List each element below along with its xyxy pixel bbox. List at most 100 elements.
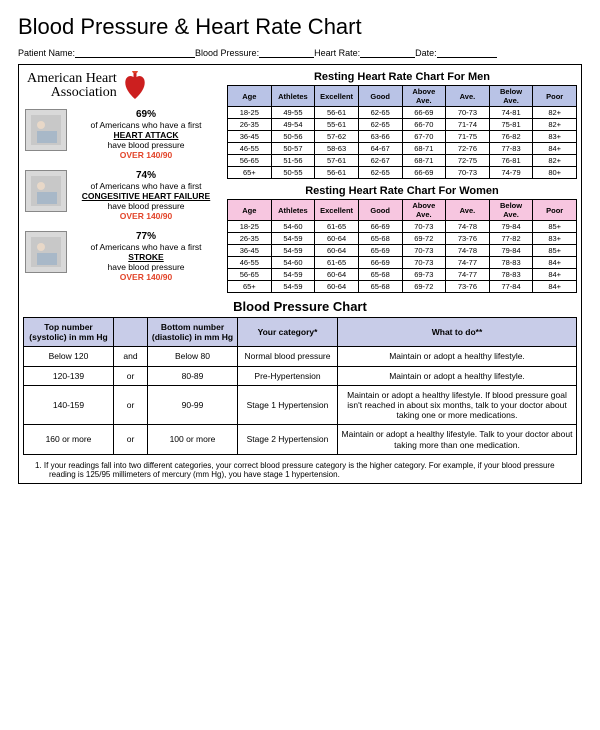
hr-cell: 65-68 <box>358 281 402 293</box>
hr-cell: 60-64 <box>315 269 359 281</box>
bp-col-header: What to do** <box>338 318 577 347</box>
hr-cell: 66-69 <box>358 221 402 233</box>
hr-col-header: Ave. <box>446 200 490 221</box>
hr-col-header: AboveAve. <box>402 86 446 107</box>
bp-cell: 100 or more <box>148 425 238 454</box>
hr-cell: 80+ <box>533 167 577 179</box>
bp-cell: and <box>114 347 148 366</box>
hr-row: 36-4550-5657-6263-6667-7071-7576-8283+ <box>228 131 577 143</box>
hr-cell: 54-60 <box>271 221 315 233</box>
hr-cell: 56-65 <box>228 269 272 281</box>
bp-cell: Maintain or adopt a healthy lifestyle. T… <box>338 425 577 454</box>
hr-cell: 66-69 <box>358 257 402 269</box>
hr-cell: 63-66 <box>358 131 402 143</box>
bp-cell: 90-99 <box>148 385 238 425</box>
hr-cell: 26-35 <box>228 119 272 131</box>
hr-row: 36-4554-5960-6465-6970-7374-7879-8485+ <box>228 245 577 257</box>
bp-cell: Maintain or adopt a healthy lifestyle. <box>338 347 577 366</box>
hr-cell: 71-74 <box>446 119 490 131</box>
hr-cell: 50-57 <box>271 143 315 155</box>
bp-col-header <box>114 318 148 347</box>
hr-cell: 65+ <box>228 281 272 293</box>
heart-torch-icon <box>123 71 147 101</box>
stat-pct: 69% <box>73 109 219 120</box>
hr-row: 18-2549-5556-6162-6566-6970-7374-8182+ <box>228 107 577 119</box>
hr-cell: 78-83 <box>489 269 533 281</box>
hr-cell: 56-61 <box>315 167 359 179</box>
stat-over: OVER 140/90 <box>73 211 219 221</box>
hr-cell: 74-79 <box>489 167 533 179</box>
hr-cell: 70-73 <box>446 107 490 119</box>
hr-cell: 84+ <box>533 281 577 293</box>
hr-cell: 62-65 <box>358 119 402 131</box>
hr-cell: 66-69 <box>402 107 446 119</box>
hr-cell: 74-78 <box>446 221 490 233</box>
hr-cell: 74-81 <box>489 107 533 119</box>
bp-cell: Below 80 <box>148 347 238 366</box>
hr-men-table: AgeAthletesExcellentGoodAboveAve.Ave.Bel… <box>227 85 577 179</box>
hr-cell: 66-69 <box>402 167 446 179</box>
hr-cell: 58-63 <box>315 143 359 155</box>
hr-row: 26-3554-5960-6465-6869-7273-7677-8283+ <box>228 233 577 245</box>
hr-cell: 84+ <box>533 143 577 155</box>
bp-row: Below 120andBelow 80Normal blood pressur… <box>24 347 577 366</box>
hr-cell: 49-54 <box>271 119 315 131</box>
stat-cond: CONGESITIVE HEART FAILURE <box>73 191 219 201</box>
hr-row: 65+50-5556-6162-6566-6970-7374-7980+ <box>228 167 577 179</box>
hr-cell: 76-81 <box>489 155 533 167</box>
hr-cell: 82+ <box>533 155 577 167</box>
hr-cell: 60-64 <box>315 245 359 257</box>
hr-row: 56-6554-5960-6465-6869-7374-7778-8384+ <box>228 269 577 281</box>
hr-col-header: Age <box>228 200 272 221</box>
hr-cell: 84+ <box>533 269 577 281</box>
hr-col-header: BelowAve. <box>489 200 533 221</box>
hr-cell: 56-65 <box>228 155 272 167</box>
hr-cell: 62-65 <box>358 107 402 119</box>
stat-photo-placeholder <box>25 231 67 273</box>
hr-cell: 54-59 <box>271 233 315 245</box>
hr-cell: 61-65 <box>315 221 359 233</box>
hr-cell: 57-61 <box>315 155 359 167</box>
hr-men-title: Resting Heart Rate Chart For Men <box>227 71 577 83</box>
stat-l2: have blood pressure <box>73 140 219 150</box>
stat-l1: of Americans who have a first <box>73 181 219 191</box>
label-patient: Patient Name: <box>18 48 75 58</box>
hr-cell: 79-84 <box>489 221 533 233</box>
hr-cell: 77-83 <box>489 143 533 155</box>
stat-over: OVER 140/90 <box>73 150 219 160</box>
hr-cell: 75-81 <box>489 119 533 131</box>
hr-cell: 65-68 <box>358 269 402 281</box>
hr-cell: 69-73 <box>402 269 446 281</box>
hr-women-table: AgeAthletesExcellentGoodAboveAve.Ave.Bel… <box>227 199 577 293</box>
hr-cell: 74-77 <box>446 257 490 269</box>
hr-cell: 76-82 <box>489 131 533 143</box>
bp-table: Top number (systolic) in mm HgBottom num… <box>23 317 577 455</box>
hr-cell: 70-73 <box>402 257 446 269</box>
hr-women-title: Resting Heart Rate Chart For Women <box>227 185 577 197</box>
hr-cell: 65-69 <box>358 245 402 257</box>
stat-l2: have blood pressure <box>73 262 219 272</box>
hr-cell: 26-35 <box>228 233 272 245</box>
bp-cell: Stage 1 Hypertension <box>238 385 338 425</box>
bp-cell: Maintain or adopt a healthy lifestyle. <box>338 366 577 385</box>
hr-cell: 56-61 <box>315 107 359 119</box>
hr-row: 18-2554-6061-6566-6970-7374-7879-8485+ <box>228 221 577 233</box>
hr-row: 26-3549-5455-6162-6566-7071-7475-8182+ <box>228 119 577 131</box>
bp-title: Blood Pressure Chart <box>23 299 577 314</box>
hr-cell: 61-65 <box>315 257 359 269</box>
hr-cell: 79-84 <box>489 245 533 257</box>
hr-cell: 54-59 <box>271 281 315 293</box>
hr-cell: 72-75 <box>446 155 490 167</box>
hr-col-header: Poor <box>533 200 577 221</box>
hr-cell: 54-59 <box>271 269 315 281</box>
hr-row: 46-5550-5758-6364-6768-7172-7677-8384+ <box>228 143 577 155</box>
bp-cell: Stage 2 Hypertension <box>238 425 338 454</box>
hr-cell: 70-73 <box>446 167 490 179</box>
hr-col-header: Poor <box>533 86 577 107</box>
bp-cell: or <box>114 385 148 425</box>
bp-cell: Normal blood pressure <box>238 347 338 366</box>
form-fields: Patient Name: Blood Pressure: Heart Rate… <box>18 48 582 58</box>
hr-cell: 69-72 <box>402 281 446 293</box>
bp-row: 120-139or80-89Pre-HypertensionMaintain o… <box>24 366 577 385</box>
bp-cell: Pre-Hypertension <box>238 366 338 385</box>
